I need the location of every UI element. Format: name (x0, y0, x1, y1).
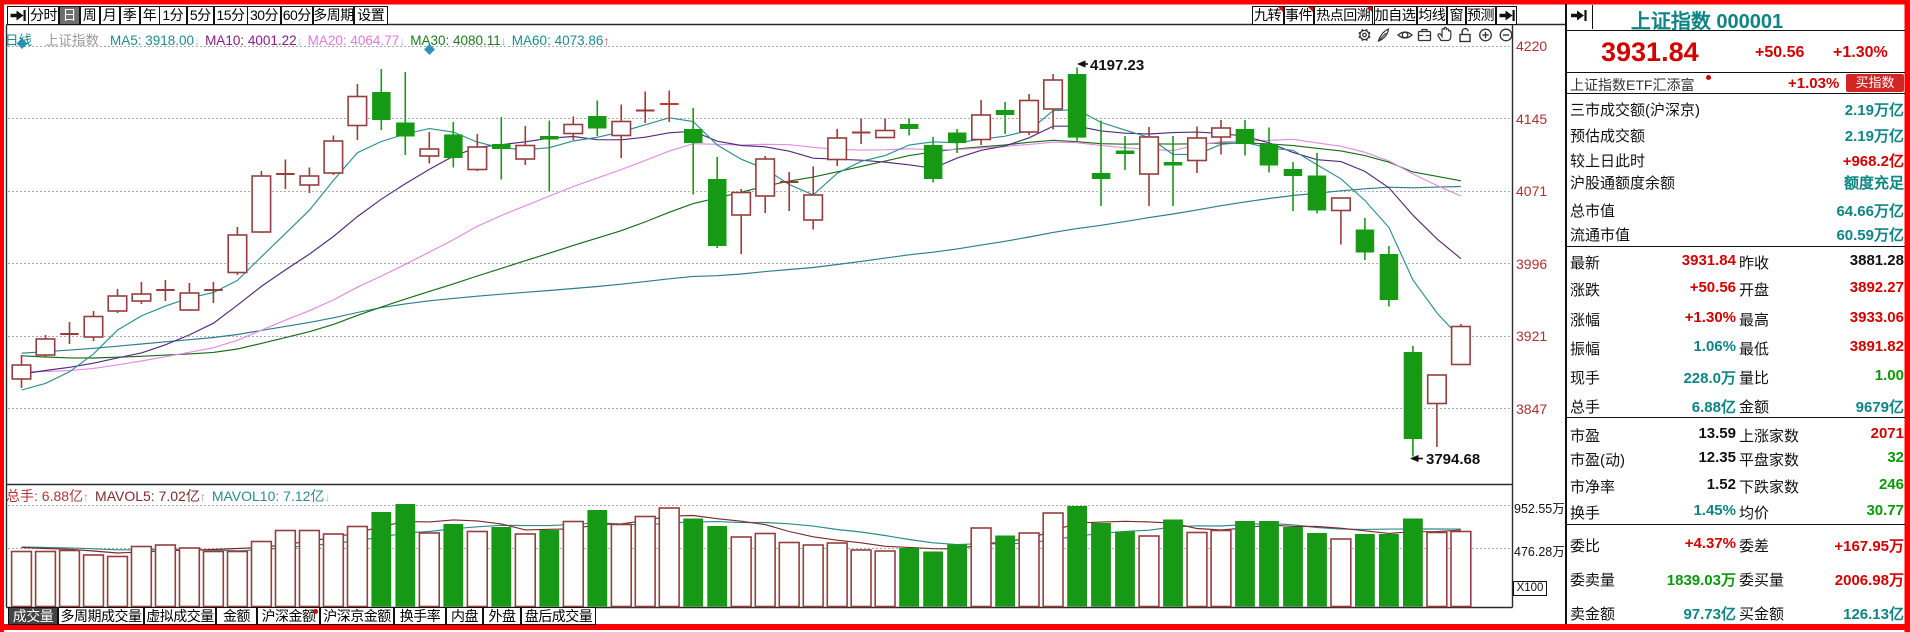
svg-text:3794.68: 3794.68 (1426, 451, 1480, 468)
svg-text:4197.23: 4197.23 (1090, 57, 1144, 74)
